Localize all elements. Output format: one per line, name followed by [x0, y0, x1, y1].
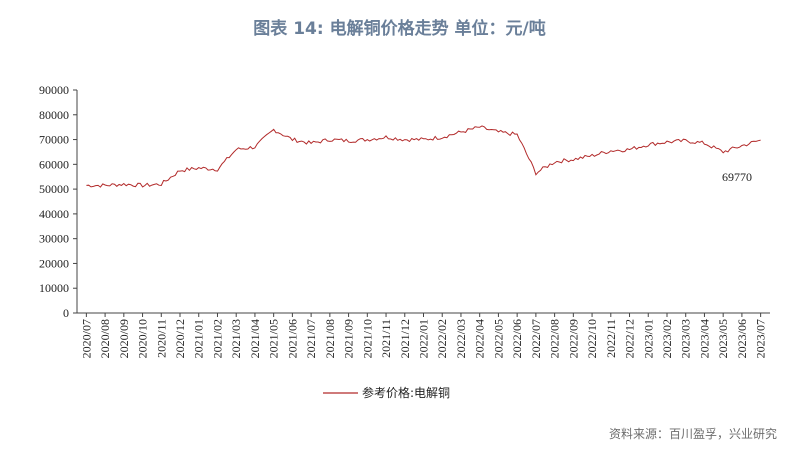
x-tick-label: 2022/11 — [604, 319, 618, 358]
y-tick-label: 0 — [63, 306, 69, 320]
x-tick-label: 2021/07 — [304, 319, 318, 358]
y-tick-label: 80000 — [39, 108, 69, 122]
last-value-label: 69770 — [722, 170, 752, 184]
x-tick-label: 2021/03 — [229, 319, 243, 358]
x-tick-label: 2022/09 — [566, 319, 580, 358]
x-tick-label: 2023/03 — [679, 319, 693, 358]
x-tick-label: 2021/09 — [342, 319, 356, 358]
x-tick-label: 2022/04 — [473, 319, 487, 358]
x-tick-label: 2022/05 — [491, 319, 505, 358]
y-tick-label: 20000 — [39, 256, 69, 270]
x-tick-label: 2023/06 — [735, 319, 749, 358]
x-tick-label: 2023/01 — [641, 319, 655, 358]
y-tick-label: 70000 — [39, 133, 69, 147]
y-tick-label: 90000 — [39, 83, 69, 97]
x-tick-label: 2023/05 — [716, 319, 730, 358]
x-tick-label: 2021/01 — [192, 319, 206, 358]
y-tick-label: 30000 — [39, 232, 69, 246]
legend-label: 参考价格:电解铜 — [362, 385, 450, 400]
x-tick-label: 2021/04 — [248, 319, 262, 358]
x-tick-label: 2022/03 — [454, 319, 468, 358]
x-tick-label: 2023/07 — [754, 319, 768, 358]
x-tick-label: 2020/10 — [136, 319, 150, 358]
series-line-copper-price — [86, 125, 761, 188]
x-tick-label: 2020/12 — [173, 319, 187, 358]
x-tick-label: 2022/12 — [623, 319, 637, 358]
x-tick-label: 2020/11 — [154, 319, 168, 358]
x-tick-label: 2021/10 — [360, 319, 374, 358]
x-tick-label: 2022/06 — [510, 319, 524, 358]
y-tick-label: 10000 — [39, 281, 69, 295]
x-tick-label: 2022/10 — [585, 319, 599, 358]
x-tick-label: 2020/07 — [79, 319, 93, 358]
x-tick-label: 2020/09 — [117, 319, 131, 358]
y-tick-label: 50000 — [39, 182, 69, 196]
x-tick-label: 2022/08 — [548, 319, 562, 358]
x-tick-label: 2021/08 — [323, 319, 337, 358]
x-tick-label: 2022/07 — [529, 319, 543, 358]
x-tick-label: 2021/11 — [379, 319, 393, 358]
x-tick-label: 2023/04 — [697, 319, 711, 358]
x-tick-label: 2021/02 — [210, 319, 224, 358]
x-axis: 2020/07 2020/08 2020/09 2020/10 2020/11 2020/… — [79, 313, 768, 358]
x-tick-label: 2021/05 — [267, 319, 281, 358]
x-tick-label: 2020/08 — [98, 319, 112, 358]
source-note: 资料来源：百川盈孚，兴业研究 — [608, 427, 777, 441]
x-tick-label: 2021/06 — [285, 319, 299, 358]
y-axis: 0 10000 20000 30000 40000 50000 60000 70000 8000… — [39, 83, 77, 320]
chart-title: 图表 14: 电解铜价格走势 单位：元/吨 — [253, 19, 546, 39]
x-tick-label: 2022/02 — [435, 319, 449, 358]
x-tick-label: 2022/01 — [417, 319, 431, 358]
x-tick-label: 2023/02 — [660, 319, 674, 358]
y-tick-label: 40000 — [39, 207, 69, 221]
x-tick-label: 2021/12 — [398, 319, 412, 358]
y-tick-label: 60000 — [39, 157, 69, 171]
